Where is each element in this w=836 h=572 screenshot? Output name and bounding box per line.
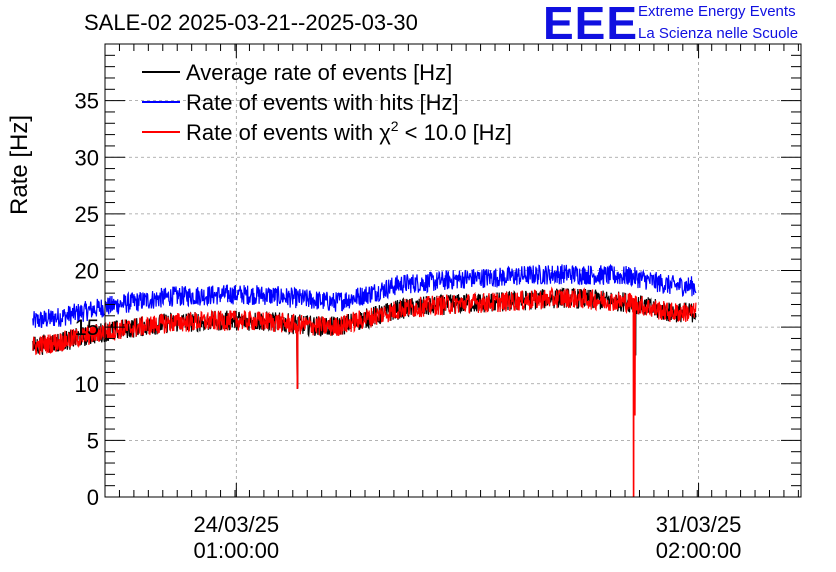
legend-label-text: Average rate of events [Hz] bbox=[186, 60, 452, 85]
legend-label-chi2: Rate of events with χ2 < 10.0 [Hz] bbox=[186, 118, 512, 145]
legend-label-text: Rate of events with χ bbox=[186, 120, 391, 145]
logo-line-1: Extreme Energy Events bbox=[638, 3, 796, 20]
x-tick-label-time: 02:00:00 bbox=[656, 538, 742, 563]
x-tick-label-date: 31/03/25 bbox=[656, 512, 742, 537]
y-tick-label: 10 bbox=[75, 372, 99, 397]
x-tick-label-time: 01:00:00 bbox=[194, 538, 280, 563]
logo-line-2: La Scienza nelle Scuole bbox=[638, 25, 799, 42]
y-tick-label: 25 bbox=[75, 202, 99, 227]
legend-label-average: Average rate of events [Hz] bbox=[186, 60, 452, 85]
eee-logo: EEE bbox=[543, 0, 639, 49]
axis-ticks bbox=[105, 44, 801, 498]
legend: Average rate of events [Hz] Rate of event… bbox=[142, 60, 512, 145]
series-line-chi2 bbox=[32, 286, 697, 498]
y-tick-label: 30 bbox=[75, 145, 99, 170]
x-tick-label-date: 24/03/25 bbox=[194, 512, 280, 537]
y-tick-label: 20 bbox=[75, 259, 99, 284]
y-tick-label: 35 bbox=[75, 89, 99, 114]
y-tick-label: 0 bbox=[87, 485, 99, 510]
legend-label-text: Rate of events with hits [Hz] bbox=[186, 90, 459, 115]
y-axis-label: Rate [Hz] bbox=[6, 115, 33, 215]
y-tick-labels: 0 5 10 15 20 25 30 35 bbox=[75, 89, 99, 510]
legend-label-superscript: 2 bbox=[391, 118, 399, 134]
y-tick-label: 5 bbox=[87, 428, 99, 453]
legend-label-hits: Rate of events with hits [Hz] bbox=[186, 90, 459, 115]
legend-label-suffix: < 10.0 [Hz] bbox=[399, 120, 512, 145]
series-group bbox=[32, 263, 697, 498]
y-tick-label: 15 bbox=[75, 315, 99, 340]
series-line-hits bbox=[32, 263, 697, 328]
chart-title: SALE-02 2025-03-21--2025-03-30 bbox=[84, 10, 418, 35]
